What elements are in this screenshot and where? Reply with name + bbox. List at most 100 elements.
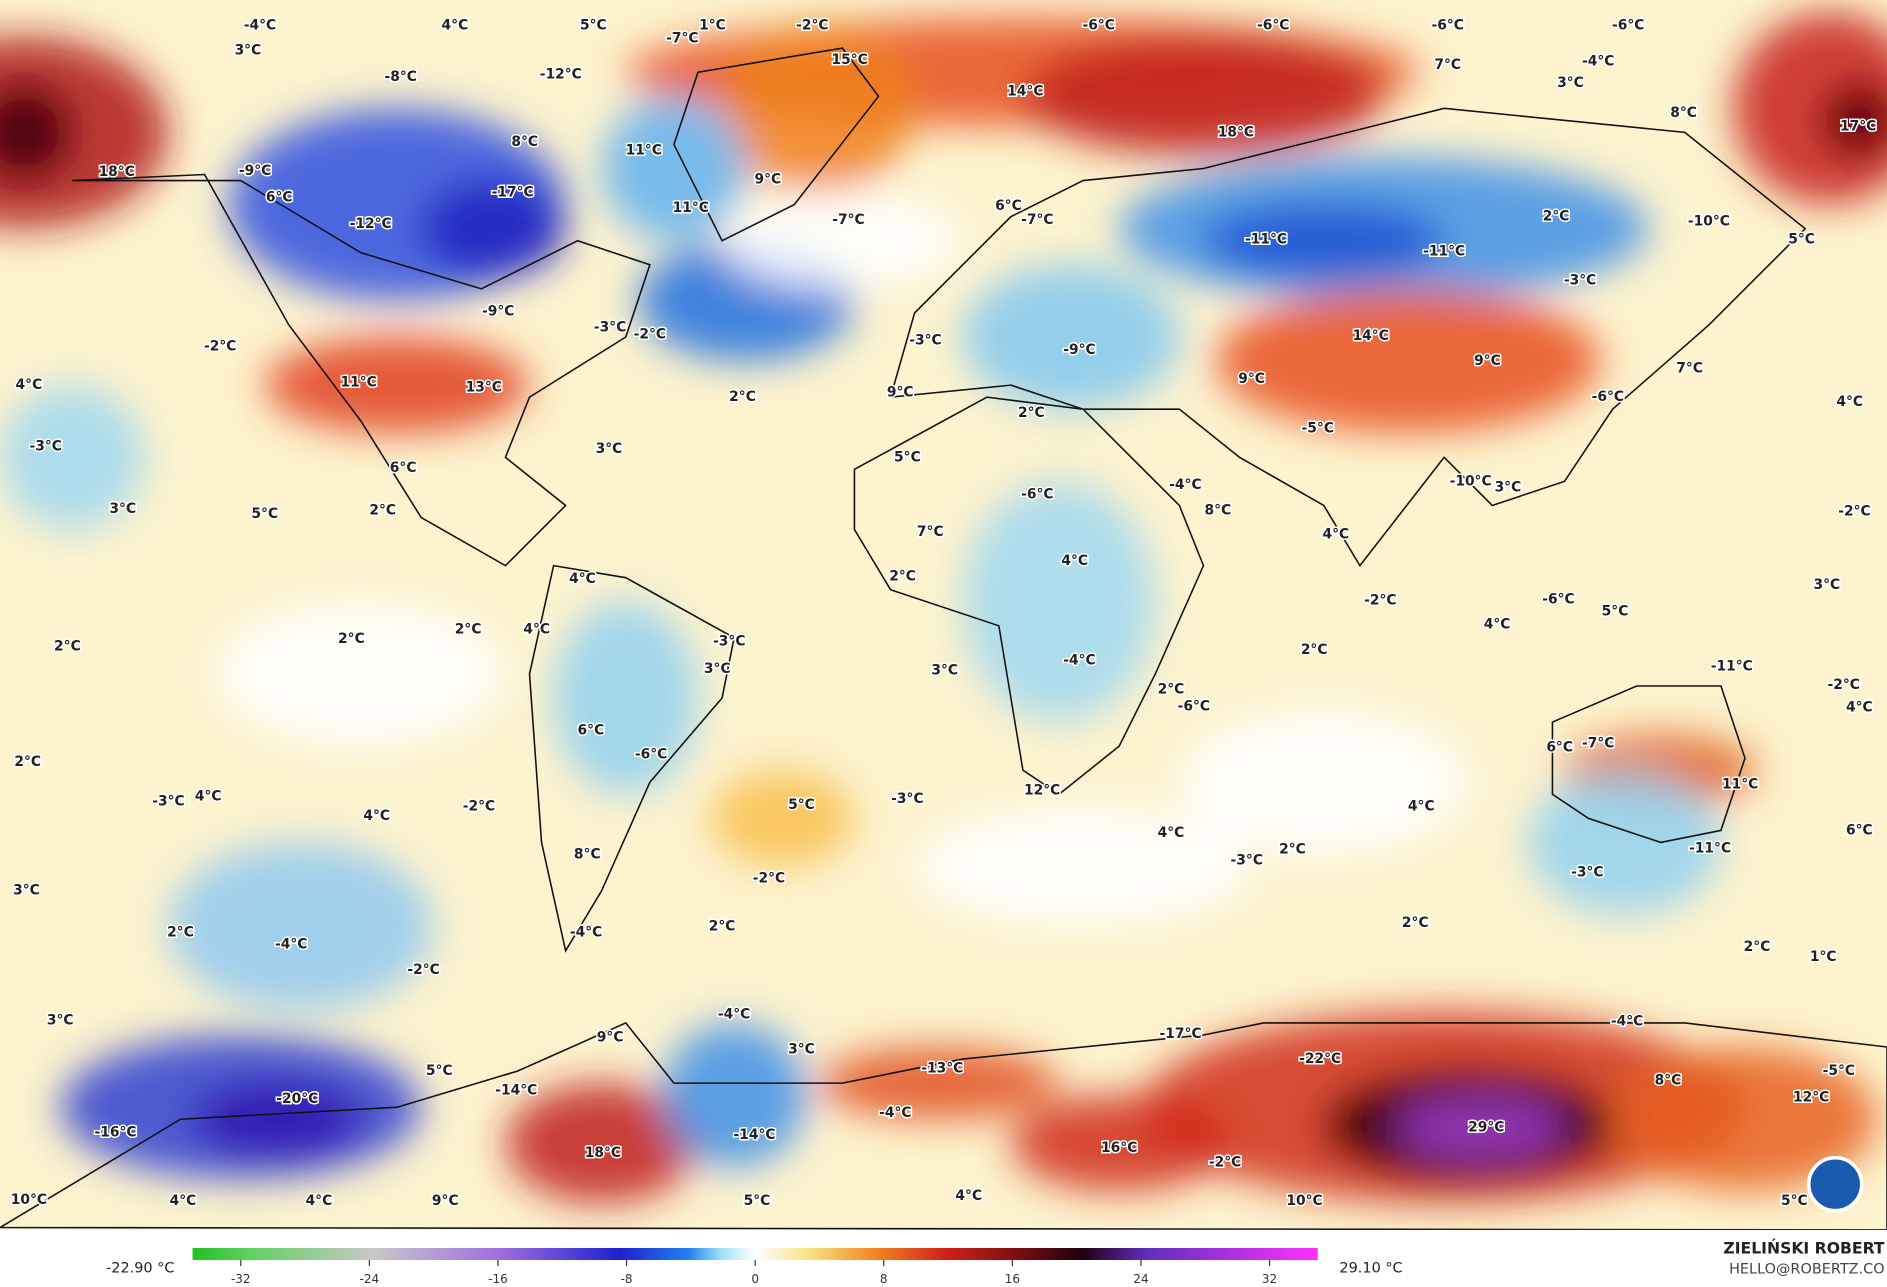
- temperature-label: -2°C: [463, 798, 495, 814]
- colorbar-tick-label: 8: [880, 1272, 888, 1286]
- temperature-label: -3°C: [713, 633, 745, 649]
- temperature-label: 9°C: [1238, 371, 1265, 387]
- field-blob: [1203, 204, 1445, 277]
- temperature-label: -6°C: [1083, 17, 1115, 33]
- temperature-label: 9°C: [432, 1193, 459, 1209]
- temperature-label: 6°C: [1846, 822, 1873, 838]
- temperature-label: 9°C: [754, 171, 781, 187]
- temperature-label: 3°C: [109, 501, 136, 517]
- temperature-label: -3°C: [594, 319, 626, 335]
- temperature-label: -6°C: [1432, 17, 1464, 33]
- temperature-label: -3°C: [891, 791, 923, 807]
- temperature-label: -6°C: [1257, 17, 1289, 33]
- temperature-label: -22°C: [1299, 1051, 1341, 1067]
- temperature-label: -2°C: [1827, 677, 1859, 693]
- temperature-label: 2°C: [889, 568, 916, 584]
- temperature-label: 7°C: [1676, 360, 1703, 376]
- field-blob: [1179, 710, 1469, 855]
- temperature-label: -17°C: [1160, 1026, 1202, 1042]
- temperature-label: -2°C: [634, 327, 666, 343]
- temperature-label: 1°C: [699, 17, 726, 33]
- temperature-label: -2°C: [1364, 593, 1396, 609]
- temperature-label: 1°C: [1810, 949, 1837, 965]
- temperature-label: -7°C: [1582, 736, 1614, 752]
- temperature-label: -6°C: [1178, 698, 1210, 714]
- temperature-label: -6°C: [1612, 17, 1644, 33]
- temperature-label: 9°C: [887, 384, 914, 400]
- temperature-label: 4°C: [1836, 394, 1863, 410]
- temperature-label: -13°C: [921, 1061, 963, 1077]
- temperature-label: 8°C: [511, 134, 538, 150]
- colorbar-tick-label: 24: [1133, 1272, 1148, 1286]
- temperature-label: 4°C: [523, 621, 550, 637]
- noaa-logo: [1806, 1155, 1864, 1213]
- temperature-label: -4°C: [275, 937, 307, 953]
- temperature-label: 5°C: [580, 17, 607, 33]
- temperature-label: 6°C: [390, 460, 417, 476]
- field-blob: [710, 770, 855, 867]
- temperature-label: 12°C: [1793, 1090, 1829, 1106]
- temperature-label: 12°C: [1024, 783, 1060, 799]
- temperature-label: -6°C: [1021, 487, 1053, 503]
- temperature-label: -11°C: [1689, 840, 1731, 856]
- field-blob: [962, 264, 1180, 410]
- temperature-label: 5°C: [426, 1063, 453, 1079]
- field-blob: [1395, 1097, 1565, 1158]
- temperature-label: -4°C: [1063, 653, 1095, 669]
- temperature-label: -9°C: [239, 163, 271, 179]
- field-blob: [722, 192, 963, 289]
- temperature-label: 8°C: [574, 846, 601, 862]
- field-blob: [264, 336, 530, 434]
- temperature-label: 14°C: [1353, 328, 1389, 344]
- field-blob: [601, 96, 747, 241]
- temperature-label: -4°C: [1611, 1014, 1643, 1030]
- temperature-label: -3°C: [909, 333, 941, 349]
- coastlines: [0, 47, 1887, 1231]
- colorbar-tick-label: 0: [751, 1272, 759, 1286]
- temperature-label: 2°C: [455, 621, 482, 637]
- temperature-label: 2°C: [338, 631, 365, 647]
- temperature-label: 5°C: [1602, 603, 1629, 619]
- temperature-label: 2°C: [1744, 939, 1771, 955]
- temperature-label: 5°C: [1788, 232, 1815, 248]
- temperature-label: -5°C: [1823, 1063, 1855, 1079]
- temperature-label: -3°C: [1571, 865, 1603, 881]
- temperature-label: -14°C: [495, 1082, 537, 1098]
- colorbar-tick-label: 32: [1262, 1272, 1277, 1286]
- temperature-label: 11°C: [673, 200, 709, 216]
- temperature-label: -17°C: [492, 185, 534, 201]
- temperature-label: -9°C: [482, 304, 514, 320]
- temperature-label: 5°C: [251, 506, 278, 522]
- temperature-label: 4°C: [569, 571, 596, 587]
- temperature-label: 9°C: [1474, 353, 1501, 369]
- field-blob: [1823, 84, 1887, 157]
- temperature-label: 5°C: [1781, 1193, 1808, 1209]
- colorbar-tick-label: -8: [621, 1272, 633, 1286]
- temperature-label: 9°C: [597, 1029, 624, 1045]
- temperature-label: 4°C: [955, 1188, 982, 1204]
- temperature-label: -2°C: [753, 871, 785, 887]
- temperature-label: 14°C: [1007, 83, 1043, 99]
- temperature-label: 17°C: [1840, 118, 1876, 134]
- colorbar-min: -22.90 °C: [106, 1260, 174, 1276]
- colorbar-tick-label: 16: [1005, 1272, 1020, 1286]
- field-blob: [505, 1083, 698, 1204]
- temperature-label: -7°C: [666, 31, 698, 47]
- temperature-label: -2°C: [796, 17, 828, 33]
- temperature-label: 2°C: [167, 925, 194, 941]
- field-blob: [421, 180, 566, 277]
- temperature-label: 2°C: [1279, 842, 1306, 858]
- temperature-label: 3°C: [788, 1041, 815, 1057]
- field-blob: [722, 24, 915, 193]
- colorbar: [192, 1247, 1318, 1261]
- temperature-label: -4°C: [718, 1007, 750, 1023]
- temperature-label: -3°C: [30, 438, 62, 454]
- temperature-label: 11°C: [1722, 777, 1758, 793]
- temperature-label: 5°C: [788, 797, 815, 813]
- temperature-label: -8°C: [385, 69, 417, 85]
- field-blob: [1732, 12, 1887, 205]
- field-blob: [553, 601, 698, 795]
- temperature-label: 10°C: [1286, 1193, 1322, 1209]
- temperature-label: 3°C: [931, 662, 958, 678]
